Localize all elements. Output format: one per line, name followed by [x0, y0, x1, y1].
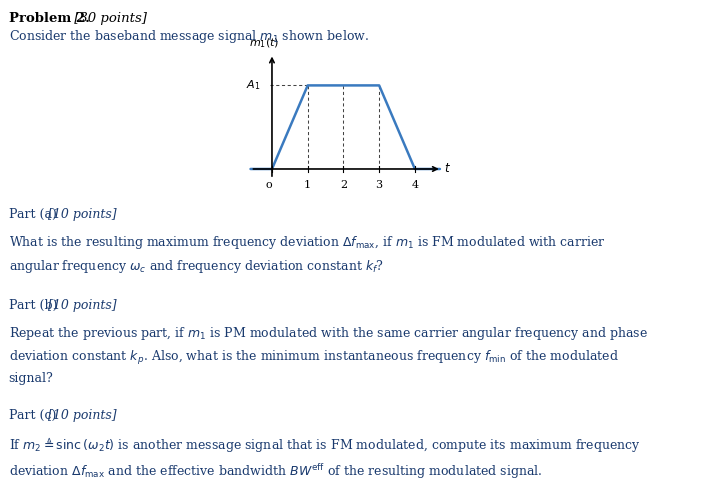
Text: 4: 4: [412, 180, 418, 190]
Text: 3: 3: [376, 180, 383, 190]
Text: $m_1(t)$: $m_1(t)$: [249, 37, 279, 50]
Text: Consider the baseband message signal $m_1$ shown below.: Consider the baseband message signal $m_…: [9, 28, 368, 45]
Text: [10 points]: [10 points]: [48, 208, 117, 221]
Text: Part (b): Part (b): [9, 299, 61, 312]
Text: [10 points]: [10 points]: [48, 409, 117, 422]
Text: [10 points]: [10 points]: [48, 299, 117, 312]
Text: 1: 1: [304, 180, 311, 190]
Text: What is the resulting maximum frequency deviation $\Delta f_{\mathrm{max}}$, if : What is the resulting maximum frequency …: [9, 234, 606, 275]
Text: o: o: [265, 180, 272, 190]
Text: $t$: $t$: [444, 163, 451, 175]
Text: Part (a): Part (a): [9, 208, 61, 221]
Text: Repeat the previous part, if $m_1$ is PM modulated with the same carrier angular: Repeat the previous part, if $m_1$ is PM…: [9, 325, 647, 385]
Text: [30 points]: [30 points]: [70, 12, 147, 25]
Text: Part (c): Part (c): [9, 409, 60, 422]
Text: Problem 2.: Problem 2.: [9, 12, 89, 25]
Text: 2: 2: [340, 180, 347, 190]
Text: If $m_2 \triangleq \mathrm{sinc}\,(\omega_2 t)$ is another message signal that i: If $m_2 \triangleq \mathrm{sinc}\,(\omeg…: [9, 435, 640, 478]
Text: $A_1$: $A_1$: [246, 78, 260, 92]
